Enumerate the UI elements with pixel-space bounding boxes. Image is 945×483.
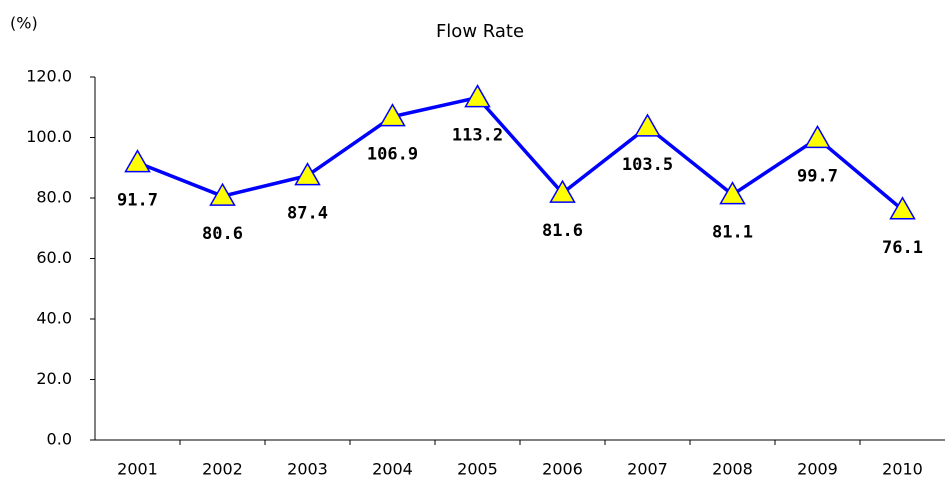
marker [379, 103, 406, 127]
data-label: 91.7 [117, 191, 158, 211]
x-tick-label: 2005 [457, 460, 498, 479]
marker [124, 149, 151, 173]
data-label: 106.9 [367, 145, 418, 165]
x-tick-label: 2004 [372, 460, 413, 479]
data-label: 81.6 [542, 221, 583, 241]
y-tick-label: 120.0 [26, 67, 72, 86]
marker [889, 196, 916, 220]
data-label: 80.6 [202, 224, 243, 244]
x-tick-label: 2002 [202, 460, 243, 479]
marker [634, 113, 661, 137]
data-label: 113.2 [452, 126, 503, 146]
x-tick-label: 2009 [797, 460, 838, 479]
x-tick-label: 2007 [627, 460, 668, 479]
data-label: 103.5 [622, 155, 673, 175]
marker [549, 179, 576, 203]
x-tick-label: 2003 [287, 460, 328, 479]
y-tick-label: 20.0 [36, 369, 72, 388]
marker [294, 162, 321, 186]
x-tick-label: 2008 [712, 460, 753, 479]
y-axis-label: (%) [10, 14, 38, 33]
data-label: 76.1 [882, 238, 923, 258]
x-tick-label: 2010 [882, 460, 923, 479]
x-tick-label: 2006 [542, 460, 583, 479]
marker [464, 84, 491, 108]
chart-title: Flow Rate [436, 21, 524, 42]
x-tick-label: 2001 [117, 460, 158, 479]
y-tick-label: 100.0 [26, 127, 72, 146]
y-tick-label: 0.0 [47, 430, 72, 449]
marker [804, 124, 831, 149]
y-tick-label: 40.0 [36, 309, 72, 328]
marker [719, 181, 746, 205]
y-tick-label: 80.0 [36, 188, 72, 207]
data-label: 99.7 [797, 166, 838, 186]
marker [209, 182, 236, 206]
y-tick-label: 60.0 [36, 248, 72, 267]
data-label: 81.1 [712, 223, 753, 243]
data-label: 87.4 [287, 204, 328, 224]
series-line [136, 95, 904, 212]
